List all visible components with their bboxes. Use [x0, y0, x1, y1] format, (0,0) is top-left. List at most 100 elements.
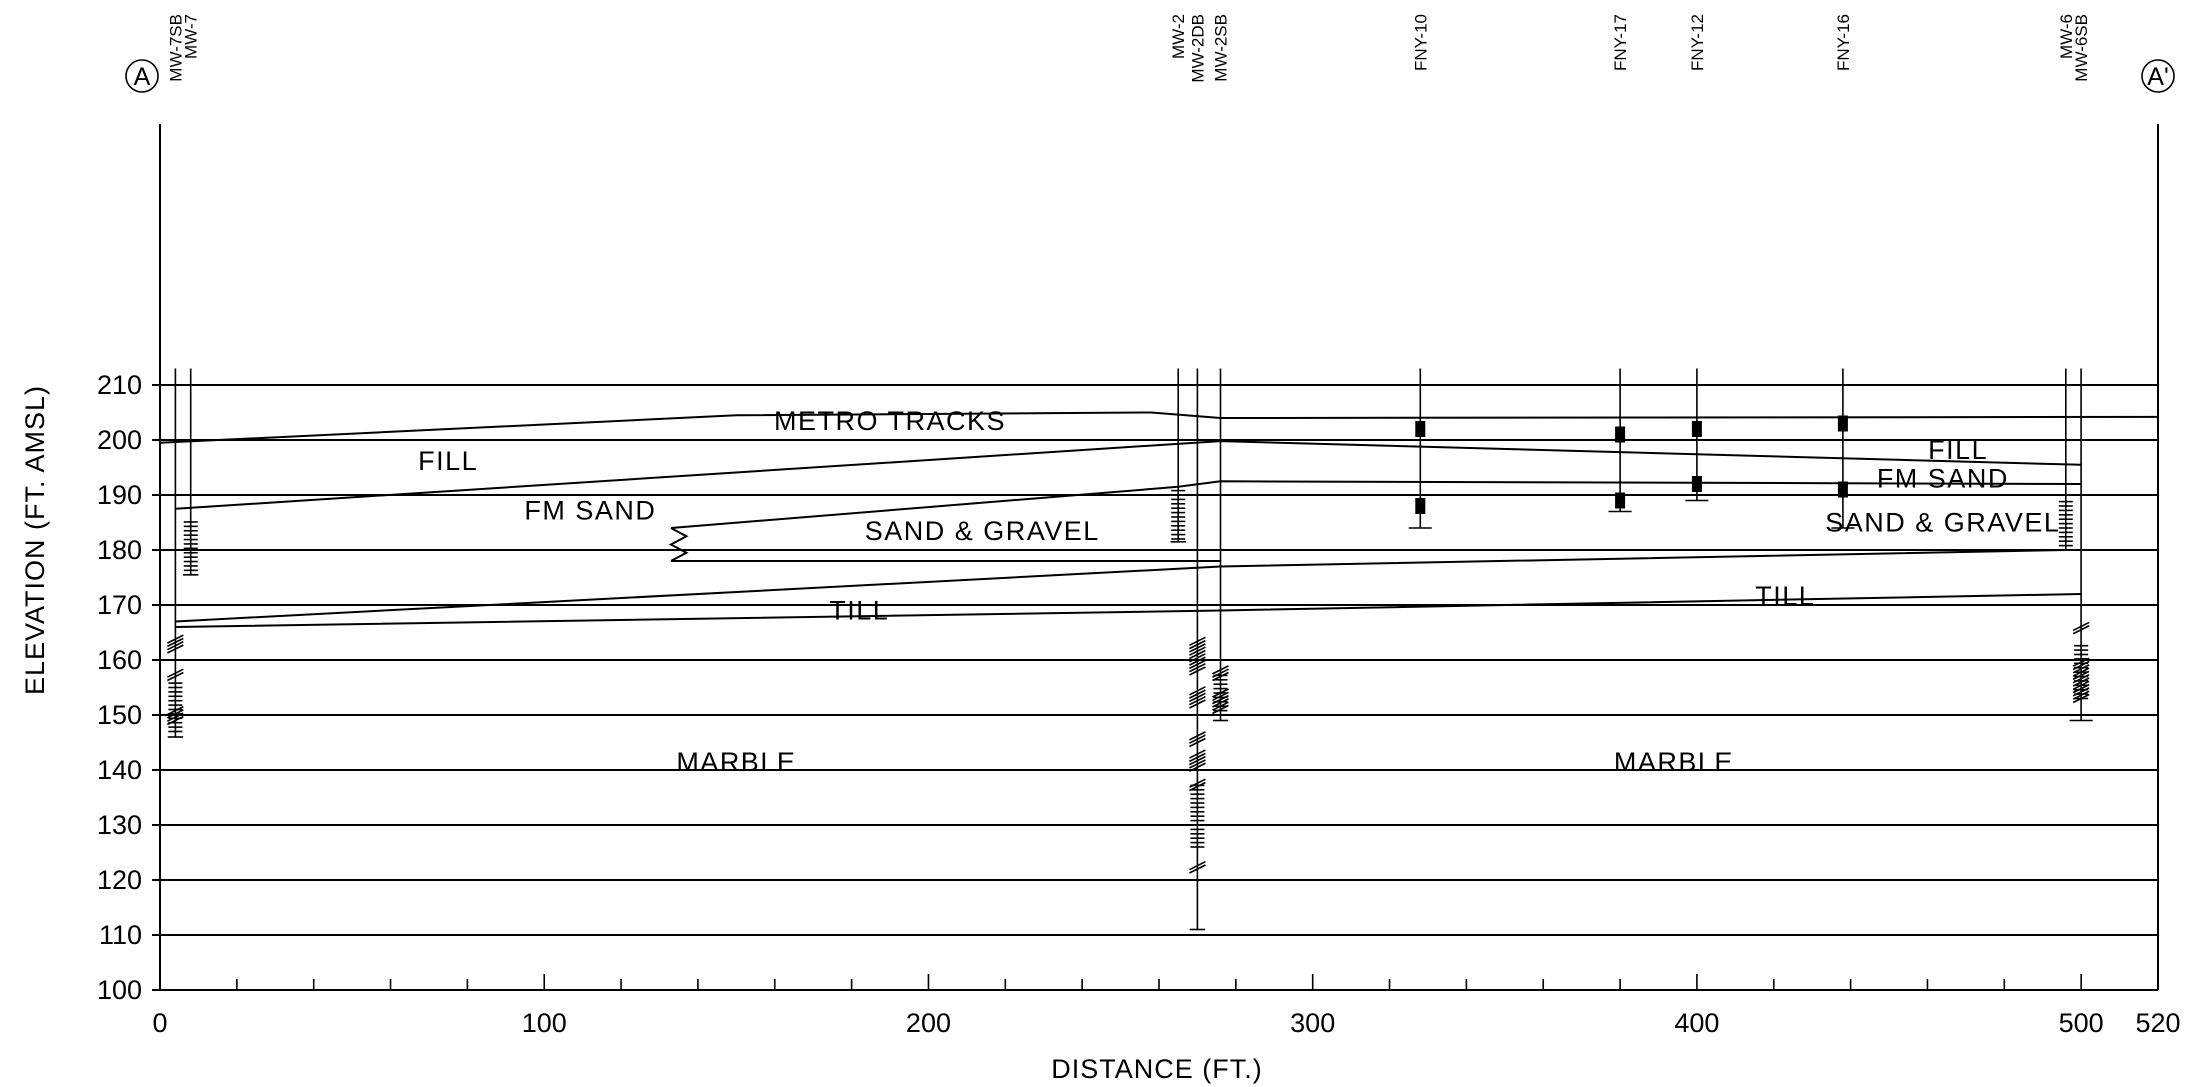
fracture-mark [167, 634, 184, 644]
y-tick-label: 160 [97, 645, 142, 675]
x-tick-label: 300 [1290, 1008, 1335, 1038]
well-screen-intervals [168, 489, 2089, 848]
fracture-mark [2072, 625, 2090, 635]
fracture-mark [2072, 667, 2090, 677]
fracture-mark [2072, 677, 2090, 687]
fracture-mark [2072, 621, 2090, 632]
fracture-mark [1212, 701, 1229, 711]
fracture-mark [1212, 668, 1229, 678]
fracture-mark [2072, 690, 2090, 700]
well-label: MW-6SB [2072, 14, 2091, 82]
fracture-mark [2072, 683, 2090, 694]
fracture-mark [1189, 639, 1206, 650]
fracture-mark [167, 640, 184, 651]
fracture-mark [1189, 689, 1206, 699]
fracture-mark [2072, 687, 2090, 697]
fracture-mark [167, 671, 184, 682]
fracture-mark [167, 644, 184, 654]
y-tick-label: 110 [99, 920, 142, 950]
fracture-mark [1189, 778, 1206, 788]
x-axis-ticks: 0 100 200 300 400 500 520 [152, 974, 2181, 1038]
fracture-mark [167, 668, 184, 678]
y-tick-label: 210 [97, 370, 142, 400]
marker-circle [2141, 59, 2175, 93]
y-tick-label: 200 [97, 425, 142, 455]
metro-tracks-top-line [159, 411, 2159, 444]
y-tick-label: 180 [97, 535, 142, 565]
well-label: MW-2DB [1188, 14, 1207, 83]
layer-label: FILL [418, 446, 478, 476]
fracture-mark [1189, 666, 1206, 676]
fracture-mark [2072, 680, 2090, 691]
marker-circle [125, 59, 159, 93]
marker-end-label: A' [2147, 63, 2168, 91]
fracture-mark [2072, 664, 2090, 674]
fracture-mark [1189, 755, 1206, 766]
fracture-mark [2072, 693, 2090, 704]
y-tick-label: 190 [97, 480, 142, 510]
y-tick-label: 130 [97, 810, 142, 840]
well-label: MW-2SB [1212, 14, 1231, 82]
fm-sand-base-line [670, 480, 2082, 529]
fracture-mark [1189, 749, 1206, 759]
x-tick-label: 500 [2059, 1008, 2104, 1038]
fracture-mark [2072, 657, 2090, 667]
fracture-zones [167, 621, 2090, 874]
layer-label: FM SAND [524, 495, 656, 525]
well-label: MW-7SB [166, 14, 185, 82]
sample-marker [1837, 415, 1848, 432]
fracture-mark [1189, 643, 1206, 653]
layer-label: FILL [1928, 435, 1988, 465]
fracture-mark [1189, 781, 1206, 792]
fracture-mark [167, 712, 184, 722]
sample-marker [1615, 426, 1626, 443]
fracture-mark [167, 637, 184, 648]
marker-start-label: A [134, 63, 151, 91]
fracture-mark [1189, 737, 1206, 748]
fracture-mark [1212, 704, 1229, 715]
well-label: MW-7 [182, 14, 201, 59]
y-axis-title: ELEVATION (FT. AMSL) [20, 385, 50, 695]
fracture-mark [167, 715, 184, 726]
fracture-mark [167, 709, 184, 719]
fracture-mark [1189, 646, 1206, 656]
fracture-mark [1212, 671, 1229, 682]
layer-label: SAND & GRAVEL [1825, 508, 2060, 538]
fracture-mark [1189, 699, 1206, 709]
well-label: FNY-10 [1411, 14, 1430, 71]
well-label: FNY-17 [1611, 14, 1630, 71]
y-tick-label: 140 [97, 755, 142, 785]
fracture-mark [1189, 762, 1206, 772]
sample-markers [1415, 415, 1848, 514]
y-tick-label: 150 [97, 700, 142, 730]
fracture-mark [1189, 636, 1206, 647]
fracture-mark [1212, 698, 1229, 708]
well-label: FNY-16 [1834, 14, 1853, 71]
fracture-mark [1189, 656, 1206, 666]
sample-marker [1615, 492, 1626, 509]
section-marker-start: A [125, 59, 159, 93]
sample-marker [1691, 476, 1702, 492]
fracture-mark [2072, 673, 2090, 684]
well-label: FNY-12 [1688, 14, 1707, 71]
layer-label: SAND & GRAVEL [865, 516, 1100, 546]
x-axis-title: DISTANCE (FT.) [1051, 1054, 1263, 1084]
y-tick-label: 170 [97, 590, 142, 620]
x-tick-label: 520 [2135, 1008, 2180, 1038]
layer-label: METRO TRACKS [774, 406, 1006, 436]
fracture-mark [1189, 860, 1206, 871]
sample-marker [1415, 421, 1426, 437]
section-marker-end: A' [2141, 59, 2175, 93]
x-tick-label: 400 [1674, 1008, 1719, 1038]
well-bottom-caps [167, 499, 2093, 931]
fracture-mark [167, 705, 184, 716]
fracture-mark [1189, 686, 1206, 696]
fracture-mark [1189, 734, 1206, 744]
fracture-mark [1212, 665, 1229, 675]
layer-label: FM SAND [1877, 464, 2009, 494]
fracture-mark [1189, 659, 1206, 670]
x-tick-label: 100 [522, 1008, 567, 1038]
fracture-mark [1212, 688, 1229, 698]
